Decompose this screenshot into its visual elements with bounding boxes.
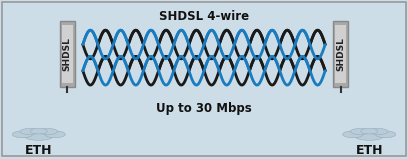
Ellipse shape <box>343 131 363 138</box>
FancyBboxPatch shape <box>60 21 75 87</box>
FancyBboxPatch shape <box>333 21 348 87</box>
Ellipse shape <box>355 132 384 140</box>
FancyBboxPatch shape <box>335 25 346 83</box>
Ellipse shape <box>375 131 396 138</box>
Text: SHDSL 4-wire: SHDSL 4-wire <box>159 10 249 23</box>
Ellipse shape <box>45 131 65 138</box>
Ellipse shape <box>368 128 388 135</box>
Text: ETH: ETH <box>25 144 53 157</box>
Text: ETH: ETH <box>355 144 383 157</box>
Text: SHDSL: SHDSL <box>63 37 72 71</box>
FancyBboxPatch shape <box>62 25 73 83</box>
Ellipse shape <box>350 128 370 135</box>
Ellipse shape <box>38 128 58 135</box>
Ellipse shape <box>30 128 47 134</box>
Text: Up to 30 Mbps: Up to 30 Mbps <box>156 102 252 115</box>
Ellipse shape <box>12 131 33 138</box>
Ellipse shape <box>24 132 53 140</box>
Ellipse shape <box>20 128 40 135</box>
Text: SHDSL: SHDSL <box>336 37 345 71</box>
Ellipse shape <box>361 128 378 134</box>
